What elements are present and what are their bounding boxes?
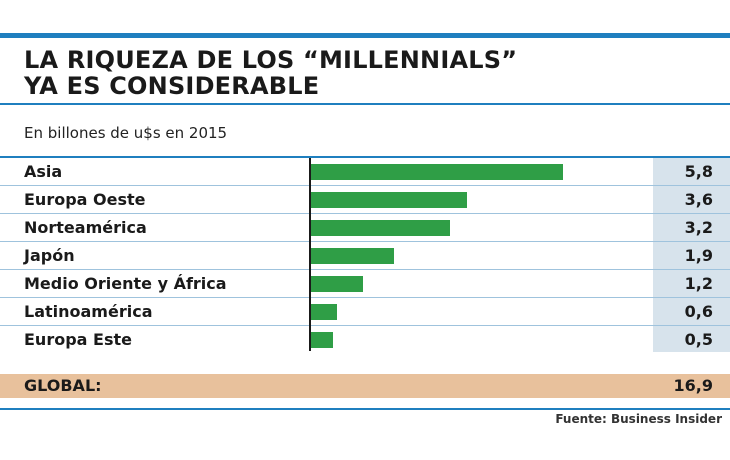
bar	[311, 164, 563, 180]
category-label: Latinoamérica	[24, 302, 153, 321]
row-divider	[0, 241, 730, 242]
value-label: 0,6	[684, 302, 713, 321]
global-total-label: GLOBAL:	[24, 376, 102, 395]
chart-subtitle: En billones de u$s en 2015	[24, 124, 228, 142]
chart-title: LA RIQUEZA DE LOS “MILLENNIALS” YA ES CO…	[24, 47, 714, 99]
bar-axis-line	[309, 158, 311, 351]
bar	[311, 192, 467, 208]
value-label: 1,2	[684, 274, 713, 293]
category-label: Europa Oeste	[24, 190, 146, 209]
value-label: 1,9	[684, 246, 713, 265]
top-accent-bar	[0, 33, 730, 38]
bar	[311, 276, 363, 292]
value-column-background	[653, 157, 730, 352]
bar	[311, 248, 394, 264]
row-divider	[0, 213, 730, 214]
value-label: 3,2	[684, 218, 713, 237]
value-label: 0,5	[684, 330, 713, 349]
row-divider	[0, 297, 730, 298]
source-credit: Fuente: Business Insider	[555, 412, 722, 426]
global-total-value: 16,9	[673, 376, 713, 395]
category-label: Japón	[24, 246, 75, 265]
bar	[311, 220, 450, 236]
value-label: 3,6	[684, 190, 713, 209]
category-label: Europa Este	[24, 330, 132, 349]
row-divider	[0, 325, 730, 326]
global-total-row: GLOBAL: 16,9	[0, 374, 730, 398]
row-divider	[0, 185, 730, 186]
bar	[311, 304, 337, 320]
title-divider	[0, 103, 730, 105]
category-label: Medio Oriente y África	[24, 274, 227, 293]
value-label: 5,8	[684, 162, 713, 181]
bar	[311, 332, 333, 348]
row-divider	[0, 269, 730, 270]
category-label: Asia	[24, 162, 63, 181]
category-label: Norteamérica	[24, 218, 147, 237]
table-top-divider	[0, 156, 730, 158]
title-line-2: YA ES CONSIDERABLE	[24, 72, 320, 100]
title-line-1: LA RIQUEZA DE LOS “MILLENNIALS”	[24, 46, 518, 74]
bottom-divider	[0, 408, 730, 410]
